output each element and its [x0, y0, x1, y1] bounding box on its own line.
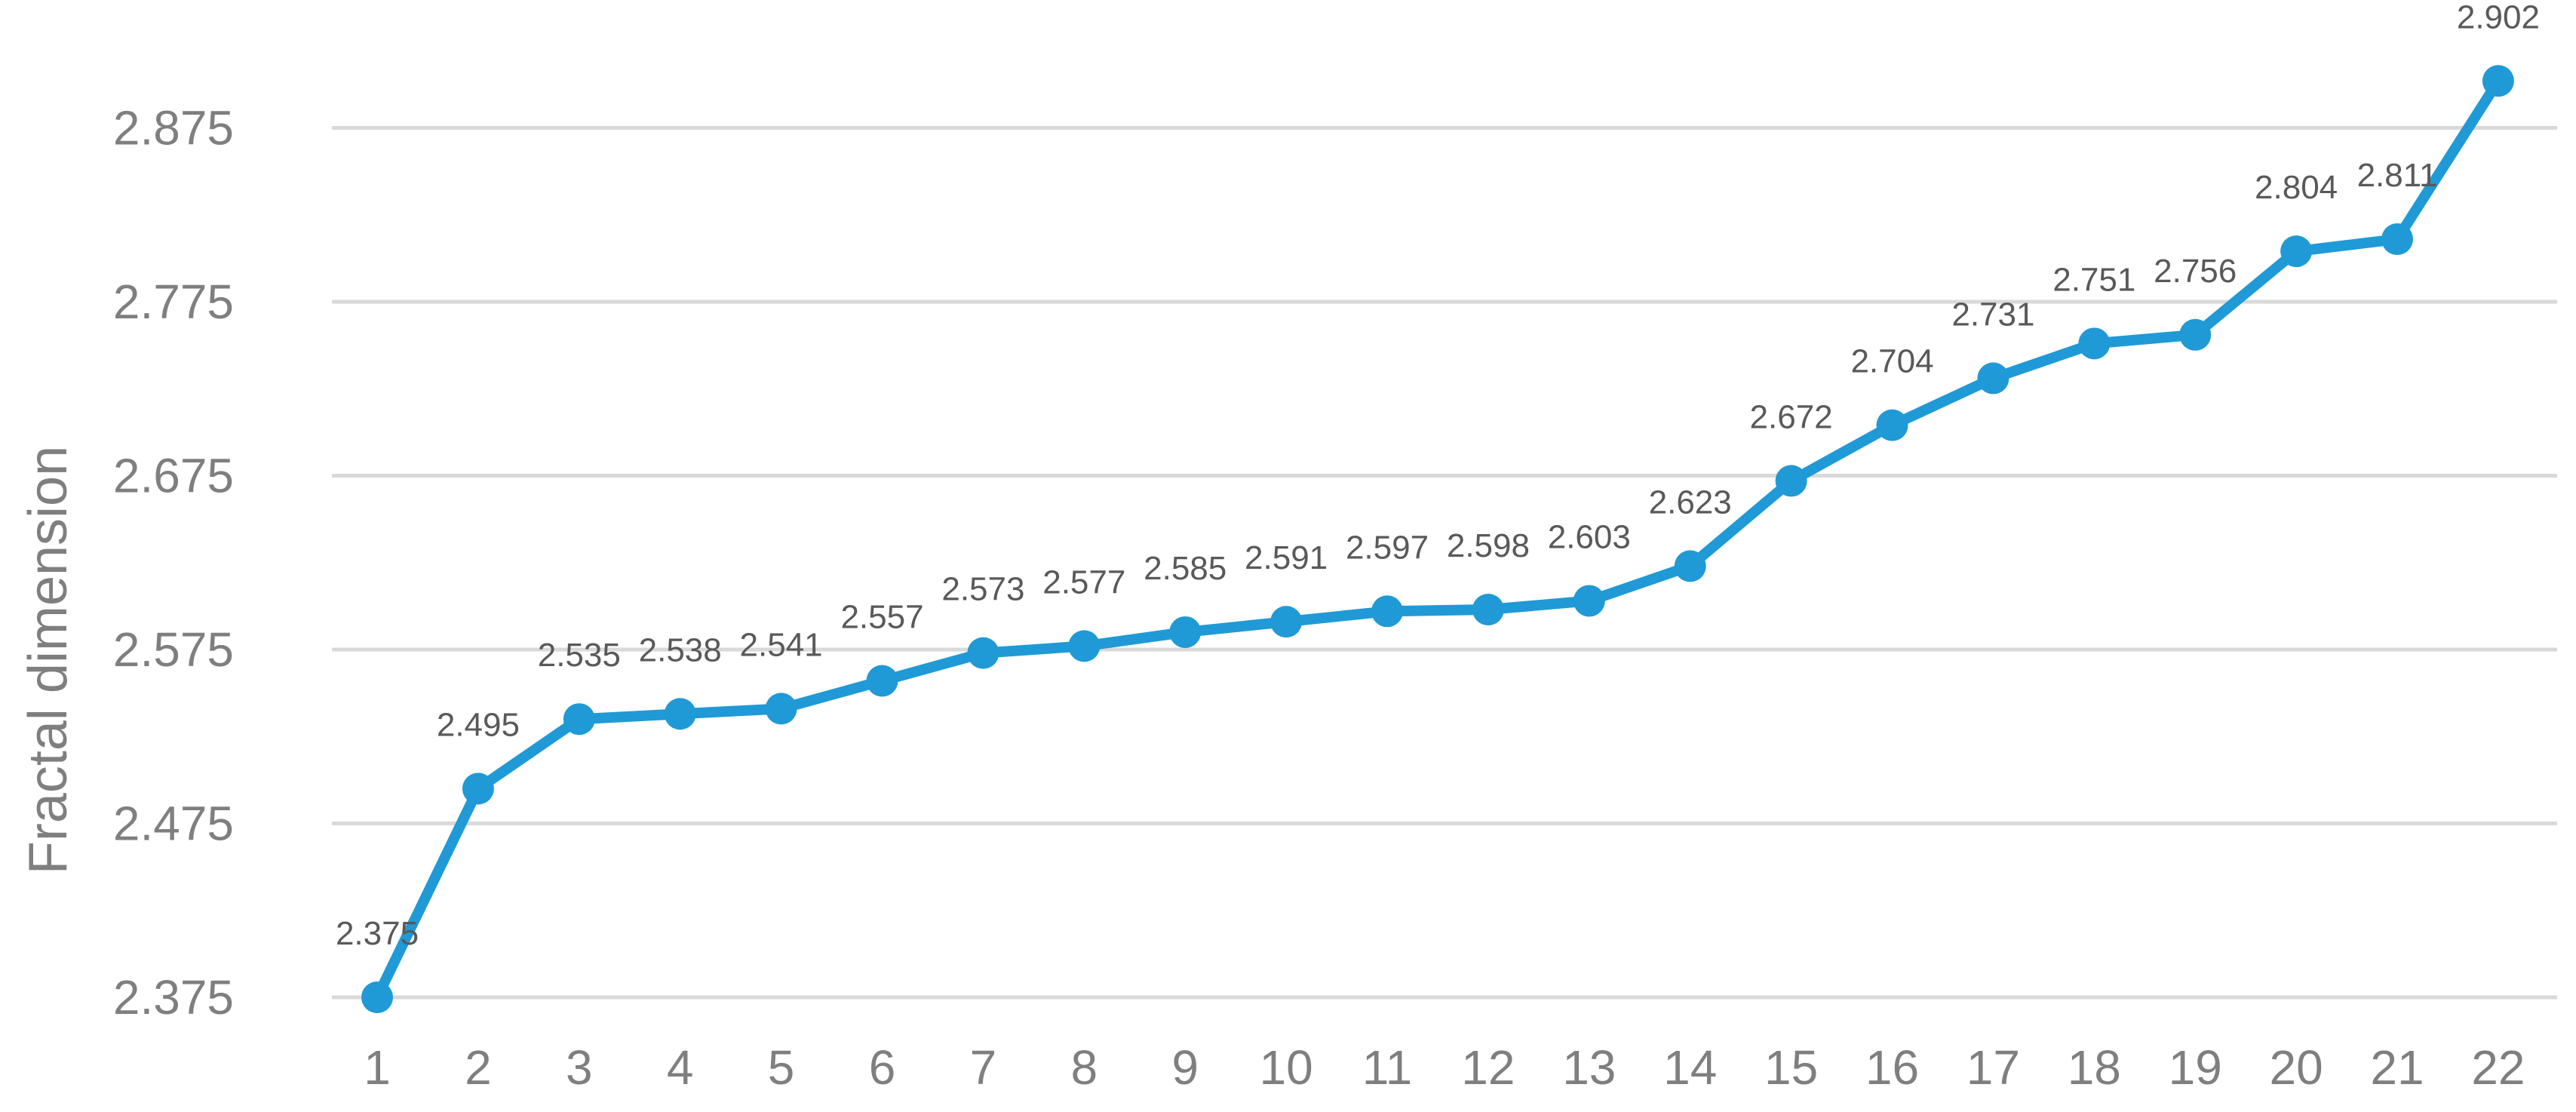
x-tick-label: 3 — [566, 1040, 593, 1095]
data-label: 2.731 — [1951, 296, 2034, 333]
x-tick-label: 2 — [465, 1040, 492, 1095]
data-point — [967, 637, 999, 669]
data-label: 2.538 — [639, 631, 722, 668]
data-label: 2.591 — [1245, 539, 1328, 576]
data-label: 2.623 — [1649, 484, 1732, 521]
data-label: 2.597 — [1346, 529, 1429, 566]
data-point — [462, 773, 494, 805]
data-point — [1270, 606, 1303, 638]
data-point — [1371, 595, 1403, 628]
x-tick-label: 8 — [1071, 1040, 1098, 1095]
data-label: 2.756 — [2154, 253, 2237, 290]
data-label: 2.672 — [1750, 398, 1833, 435]
x-tick-label: 17 — [1967, 1040, 2020, 1095]
series-line — [372, 75, 2504, 1003]
data-point — [2078, 327, 2111, 360]
x-tick-label: 5 — [768, 1040, 795, 1095]
data-label: 2.535 — [538, 637, 621, 674]
data-label: 2.598 — [1447, 527, 1530, 564]
data-point — [765, 693, 797, 725]
x-tick-label: 21 — [2370, 1040, 2424, 1095]
data-point — [664, 698, 696, 730]
x-tick-label: 22 — [2471, 1040, 2525, 1095]
data-point — [563, 703, 595, 736]
data-point — [2179, 318, 2212, 351]
data-label: 2.541 — [740, 626, 823, 663]
x-tick-label: 13 — [1562, 1040, 1616, 1095]
x-tick-label: 1 — [364, 1040, 391, 1095]
data-label: 2.585 — [1144, 550, 1227, 587]
series-layer — [361, 65, 2514, 1013]
y-tick-label: 2.575 — [113, 622, 234, 677]
data-point — [2381, 223, 2413, 256]
data-point — [1674, 550, 1706, 582]
grid-layer — [332, 126, 2557, 1000]
y-tick-label: 2.775 — [113, 275, 234, 329]
data-label: 2.902 — [2457, 0, 2540, 35]
data-point — [361, 981, 393, 1013]
data-point — [1977, 362, 2010, 395]
data-label: 2.375 — [336, 915, 419, 952]
data-point — [1573, 585, 1605, 617]
x-tick-label: 19 — [2169, 1040, 2222, 1095]
data-point — [2482, 65, 2514, 97]
data-label: 2.603 — [1548, 518, 1631, 555]
x-tick-label: 9 — [1171, 1040, 1199, 1095]
x-tick-label: 16 — [1865, 1040, 1919, 1095]
x-tick-label: 10 — [1260, 1040, 1313, 1095]
data-label: 2.811 — [2357, 157, 2438, 194]
x-tick-label: 11 — [1362, 1040, 1412, 1095]
data-point — [1169, 616, 1202, 648]
x-tick-label: 18 — [2068, 1040, 2121, 1095]
y-tick-label: 2.675 — [113, 449, 234, 503]
y-tick-label: 2.475 — [113, 797, 234, 851]
y-axis-label: Fractal dimension — [18, 446, 78, 874]
data-label: 2.573 — [941, 571, 1024, 608]
data-point — [866, 665, 898, 697]
data-point — [1775, 465, 1807, 497]
y-tick-label: 2.375 — [113, 970, 234, 1024]
data-label: 2.495 — [437, 706, 520, 743]
x-axis-ticks: 1 2 3 4 5 6 7 8 9 10 11 12 13 14 15 16 17 18 19 20 21 22 — [364, 1040, 2525, 1095]
data-label: 2.704 — [1850, 343, 1933, 380]
data-label: 2.751 — [2053, 261, 2135, 298]
data-label: 2.557 — [840, 598, 923, 635]
x-tick-label: 20 — [2270, 1040, 2323, 1095]
data-point — [1472, 593, 1504, 625]
y-tick-label: 2.875 — [113, 101, 234, 155]
data-point — [1068, 630, 1101, 662]
data-point — [1876, 409, 1908, 441]
x-tick-label: 15 — [1764, 1040, 1818, 1095]
x-tick-label: 7 — [970, 1040, 997, 1095]
data-labels: 2.375 2.495 2.535 2.538 2.541 2.557 2.573 2.577… — [336, 0, 2540, 952]
x-tick-label: 4 — [667, 1040, 694, 1095]
data-label: 2.577 — [1042, 564, 1125, 601]
data-point — [2280, 235, 2313, 268]
x-tick-label: 12 — [1461, 1040, 1515, 1095]
y-axis-ticks: 2.375 2.475 2.575 2.675 2.775 2.875 — [113, 101, 234, 1025]
data-label: 2.804 — [2255, 169, 2338, 206]
x-tick-label: 14 — [1663, 1040, 1717, 1095]
x-tick-label: 6 — [869, 1040, 896, 1095]
